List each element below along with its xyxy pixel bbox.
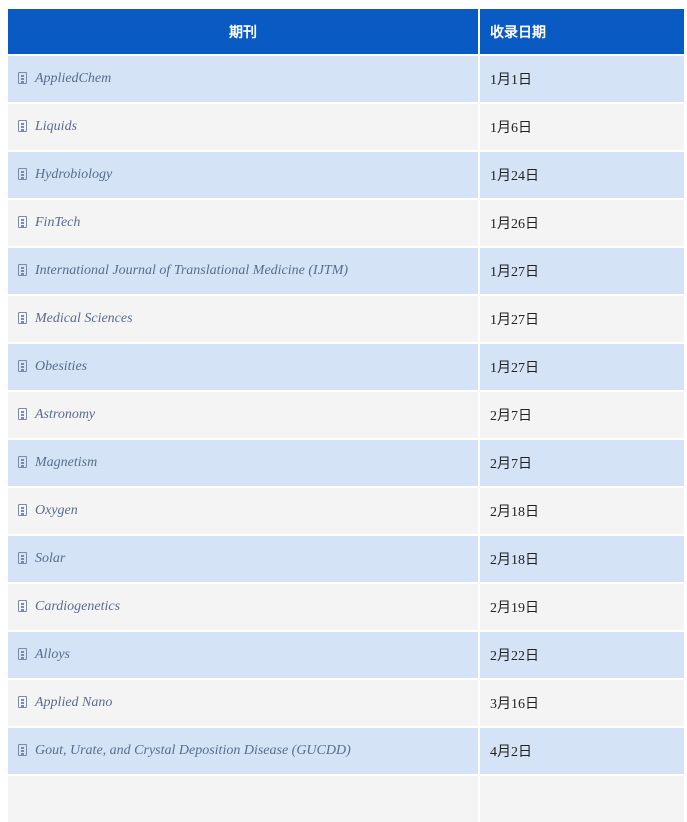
document-icon <box>18 120 27 132</box>
table-row: Cardiogenetics 2月19日 <box>8 582 684 631</box>
document-icon <box>18 552 27 564</box>
journal-cell: Hydrobiology <box>8 150 480 199</box>
date-cell <box>479 774 684 822</box>
table-row: Medical Sciences 1月27日 <box>8 294 684 343</box>
journal-name[interactable]: Alloys <box>35 647 70 662</box>
table-header-row: 期刊 收录日期 <box>8 9 684 55</box>
table-row: International Journal of Translational M… <box>8 246 684 295</box>
date-cell: 2月19日 <box>479 582 684 631</box>
journal-cell: International Journal of Translational M… <box>8 246 480 295</box>
journal-name[interactable]: Astronomy <box>35 407 96 422</box>
date-cell: 1月24日 <box>479 150 684 199</box>
date-cell: 1月1日 <box>479 54 684 103</box>
table-row: Liquids 1月6日 <box>8 102 684 151</box>
date-cell: 1月26日 <box>479 198 684 247</box>
document-icon <box>18 168 27 180</box>
journal-name[interactable]: Liquids <box>35 119 78 134</box>
journal-cell: FinTech <box>8 198 480 247</box>
table-row: Hydrobiology 1月24日 <box>8 150 684 199</box>
document-icon <box>18 696 27 708</box>
date-cell: 2月7日 <box>479 438 684 487</box>
column-header-journal: 期刊 <box>8 9 480 55</box>
table-row: Magnetism 2月7日 <box>8 438 684 487</box>
document-icon <box>18 312 27 324</box>
journal-name[interactable]: Obesities <box>35 359 88 374</box>
journal-cell: Magnetism <box>8 438 480 487</box>
document-icon <box>18 744 27 756</box>
date-cell: 1月6日 <box>479 102 684 151</box>
document-icon <box>18 264 27 276</box>
journal-name[interactable]: Oxygen <box>35 503 78 518</box>
table-row <box>8 774 684 822</box>
date-cell: 2月18日 <box>479 534 684 583</box>
document-icon <box>18 648 27 660</box>
table-row: Solar 2月18日 <box>8 534 684 583</box>
journal-cell: Cardiogenetics <box>8 582 480 631</box>
column-header-date: 收录日期 <box>479 9 684 55</box>
journal-cell: Oxygen <box>8 486 480 535</box>
table-row: AppliedChem 1月1日 <box>8 54 684 103</box>
journal-name[interactable]: Magnetism <box>35 455 98 470</box>
journal-name[interactable]: AppliedChem <box>35 71 112 86</box>
journal-table: 期刊 收录日期 AppliedChem 1月1日 Liquids 1月6日 Hydrob… <box>8 9 684 822</box>
document-icon <box>18 216 27 228</box>
journal-cell <box>8 774 480 822</box>
journal-cell: Medical Sciences <box>8 294 480 343</box>
journal-cell: Obesities <box>8 342 480 391</box>
journal-name[interactable]: Cardiogenetics <box>35 599 121 614</box>
document-icon <box>18 408 27 420</box>
date-cell: 2月22日 <box>479 630 684 679</box>
table-row: Alloys 2月22日 <box>8 630 684 679</box>
journal-name[interactable]: Solar <box>35 551 66 566</box>
journal-cell: Astronomy <box>8 390 480 439</box>
document-icon <box>18 600 27 612</box>
date-cell: 4月2日 <box>479 726 684 775</box>
table-row: Applied Nano 3月16日 <box>8 678 684 727</box>
journal-cell: Liquids <box>8 102 480 151</box>
document-icon <box>18 456 27 468</box>
table-row: Astronomy 2月7日 <box>8 390 684 439</box>
date-cell: 1月27日 <box>479 342 684 391</box>
journal-cell: Solar <box>8 534 480 583</box>
journal-cell: Alloys <box>8 630 480 679</box>
date-cell: 3月16日 <box>479 678 684 727</box>
journal-name[interactable]: Medical Sciences <box>35 311 133 326</box>
journal-name[interactable]: Gout, Urate, and Crystal Deposition Dise… <box>35 743 351 758</box>
journal-cell: AppliedChem <box>8 54 480 103</box>
table-row: Oxygen 2月18日 <box>8 486 684 535</box>
date-cell: 1月27日 <box>479 246 684 295</box>
table-row: FinTech 1月26日 <box>8 198 684 247</box>
date-cell: 2月18日 <box>479 486 684 535</box>
document-icon <box>18 360 27 372</box>
date-cell: 1月27日 <box>479 294 684 343</box>
table-row: Gout, Urate, and Crystal Deposition Dise… <box>8 726 684 775</box>
journal-name[interactable]: Applied Nano <box>35 695 113 710</box>
journal-name[interactable]: International Journal of Translational M… <box>35 263 349 278</box>
date-cell: 2月7日 <box>479 390 684 439</box>
document-icon <box>18 72 27 84</box>
journal-cell: Applied Nano <box>8 678 480 727</box>
table-body: AppliedChem 1月1日 Liquids 1月6日 Hydrobiology 1月… <box>8 54 684 822</box>
journal-cell: Gout, Urate, and Crystal Deposition Dise… <box>8 726 480 775</box>
journal-name[interactable]: Hydrobiology <box>35 167 113 182</box>
document-icon <box>18 504 27 516</box>
table-row: Obesities 1月27日 <box>8 342 684 391</box>
journal-name[interactable]: FinTech <box>35 215 81 230</box>
